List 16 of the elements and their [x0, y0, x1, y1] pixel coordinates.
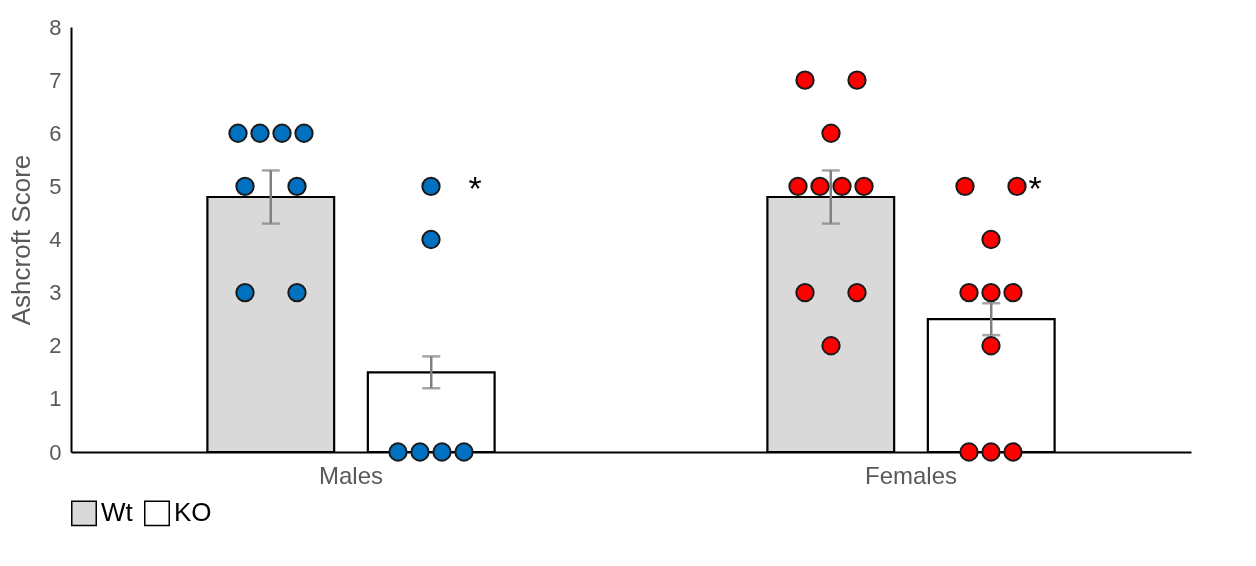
y-tick-label: 6 [49, 120, 62, 146]
y-tick-label: 4 [49, 227, 62, 252]
y-tick-label: 1 [49, 386, 62, 412]
annotation: * [468, 169, 482, 207]
annotation: * [1028, 169, 1042, 207]
legend-label: KO [174, 497, 212, 528]
y-axis-title: Ashcroft Score [6, 154, 37, 326]
legend-label: Wt [101, 497, 134, 528]
y-tick-label: 0 [49, 439, 62, 465]
x-tick-label: Males [318, 461, 384, 489]
y-tick-label: 7 [49, 67, 62, 93]
y-tick-label: 8 [49, 14, 62, 40]
x-tick-label: Females [864, 461, 958, 489]
y-tick-label: 5 [49, 173, 62, 199]
y-tick-label: 3 [49, 280, 62, 306]
y-tick-label: 2 [49, 333, 62, 359]
